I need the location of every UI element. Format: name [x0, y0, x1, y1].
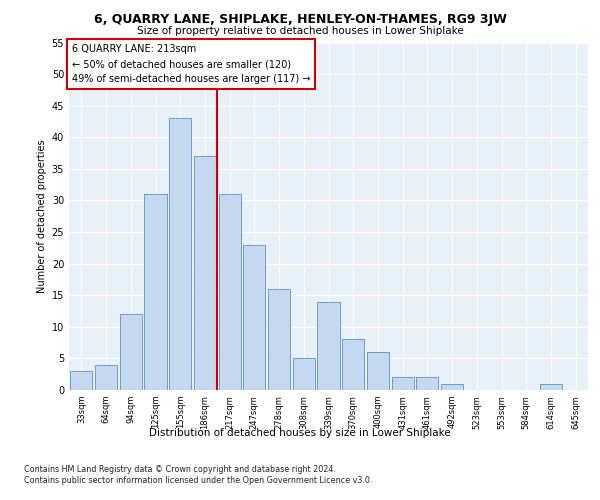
- Bar: [95, 364, 117, 390]
- Bar: [70, 371, 92, 390]
- Bar: [441, 384, 463, 390]
- Bar: [119, 314, 142, 390]
- Bar: [540, 384, 562, 390]
- Bar: [243, 244, 265, 390]
- Bar: [169, 118, 191, 390]
- Bar: [367, 352, 389, 390]
- Text: 6 QUARRY LANE: 213sqm
← 50% of detached houses are smaller (120)
49% of semi-det: 6 QUARRY LANE: 213sqm ← 50% of detached …: [71, 44, 310, 84]
- Text: Contains public sector information licensed under the Open Government Licence v3: Contains public sector information licen…: [24, 476, 373, 485]
- Bar: [392, 378, 414, 390]
- Bar: [194, 156, 216, 390]
- Text: Distribution of detached houses by size in Lower Shiplake: Distribution of detached houses by size …: [149, 428, 451, 438]
- Y-axis label: Number of detached properties: Number of detached properties: [37, 140, 47, 293]
- Bar: [342, 340, 364, 390]
- Bar: [268, 289, 290, 390]
- Text: 6, QUARRY LANE, SHIPLAKE, HENLEY-ON-THAMES, RG9 3JW: 6, QUARRY LANE, SHIPLAKE, HENLEY-ON-THAM…: [94, 12, 506, 26]
- Bar: [317, 302, 340, 390]
- Text: Contains HM Land Registry data © Crown copyright and database right 2024.: Contains HM Land Registry data © Crown c…: [24, 465, 336, 474]
- Bar: [218, 194, 241, 390]
- Bar: [145, 194, 167, 390]
- Bar: [416, 378, 439, 390]
- Bar: [293, 358, 315, 390]
- Text: Size of property relative to detached houses in Lower Shiplake: Size of property relative to detached ho…: [137, 26, 463, 36]
